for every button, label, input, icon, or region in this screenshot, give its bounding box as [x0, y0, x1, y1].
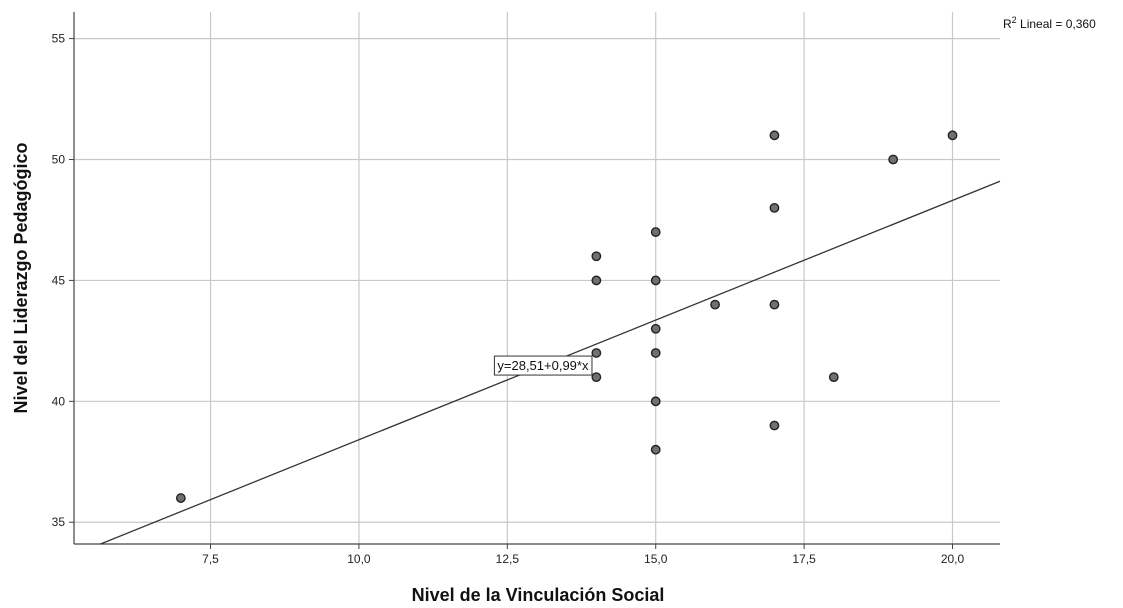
y-tick-label: 55 — [52, 32, 66, 46]
r2-superscript: 2 — [1012, 15, 1017, 25]
x-tick-label: 10,0 — [347, 552, 371, 566]
y-tick-label: 50 — [52, 153, 66, 167]
equation-box — [493, 355, 593, 376]
points-layer — [175, 130, 958, 503]
data-point — [769, 420, 780, 431]
x-tick-label: 15,0 — [644, 552, 668, 566]
data-point — [828, 372, 839, 383]
data-point — [175, 493, 186, 503]
data-point — [591, 348, 602, 358]
data-point — [650, 323, 661, 334]
data-point — [947, 130, 958, 141]
y-axis-title: Nivel del Liderazgo Pedagógico — [11, 142, 31, 413]
data-point — [769, 299, 780, 310]
r2-prefix: R — [1003, 17, 1012, 31]
data-point — [710, 299, 720, 310]
x-axis-title: Nivel de la Vinculación Social — [412, 585, 665, 603]
data-point — [591, 372, 602, 383]
data-point — [650, 348, 661, 358]
grid-layer — [74, 12, 1000, 544]
data-point — [650, 227, 661, 237]
x-tick-label: 20,0 — [941, 552, 965, 566]
y-tick-label: 40 — [52, 394, 66, 408]
y-tick-label: 45 — [52, 273, 66, 287]
y-tick-label: 35 — [52, 515, 66, 529]
labels-layer: Nivel de la Vinculación Social Nivel del… — [11, 15, 1096, 605]
equation-label: y=28,51+0,99*x — [497, 358, 589, 373]
r2-label: R2 Lineal = 0,360 — [1003, 15, 1096, 31]
data-point — [769, 130, 780, 141]
data-point — [769, 202, 780, 213]
x-tick-label: 7,5 — [202, 552, 219, 566]
data-point — [650, 275, 661, 286]
x-tick-label: 12,5 — [496, 552, 520, 566]
data-point — [591, 251, 602, 262]
axes-layer: 7,5 10,0 12,5 15,0 17,5 20,0 35 40 45 50 55 — [52, 12, 1000, 566]
data-point — [650, 396, 661, 407]
r2-text: Lineal = 0,360 — [1017, 17, 1096, 31]
data-point — [591, 275, 602, 286]
data-point — [650, 444, 661, 455]
x-tick-label: 17,5 — [792, 552, 816, 566]
data-point — [888, 154, 899, 165]
